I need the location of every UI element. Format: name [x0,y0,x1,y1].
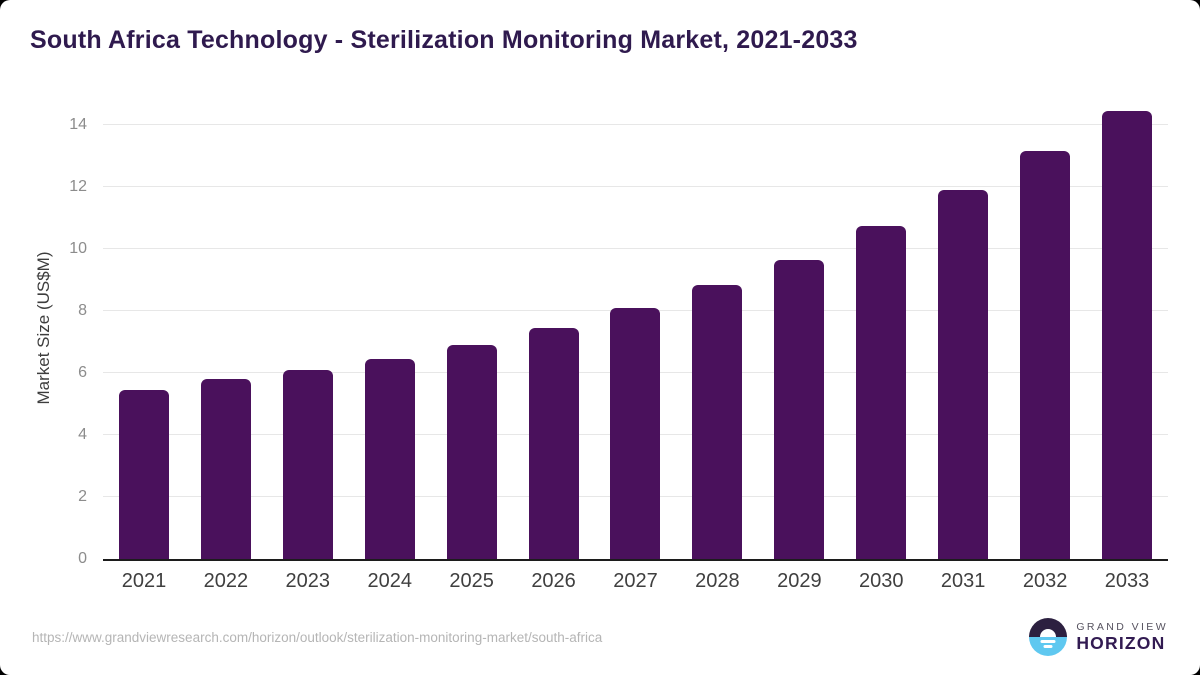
bar-slot [676,97,758,559]
y-tick-label: 14 [69,115,87,133]
bar-slot [1004,97,1086,559]
gridline [103,123,1168,125]
bar-slot [103,97,185,559]
x-tick-label-2028: 2028 [695,570,740,592]
bar-slot [922,97,1004,559]
bar-2026[interactable] [528,328,579,559]
x-tick-label-2029: 2029 [777,570,822,592]
bar-2033[interactable] [1102,110,1153,559]
x-tick-label-2023: 2023 [285,570,331,592]
x-tick-label-2031: 2031 [940,570,986,592]
y-tick-label: 8 [78,301,87,319]
bar-slot [1086,97,1168,559]
bar-2030[interactable] [856,225,907,559]
y-tick-label: 2 [78,488,87,505]
x-tick-label-2026: 2026 [531,570,576,592]
bar-slot [185,97,267,559]
y-tick-label: 10 [69,239,87,257]
y-tick-label: 0 [78,550,87,567]
bar-2023[interactable] [282,369,333,559]
bar-slot [513,97,595,559]
x-tick-label-2022: 2022 [203,570,249,592]
grand-view-horizon-logo[interactable]: GRAND VIEW HORIZON [1029,618,1168,656]
x-tick-label-2027: 2027 [613,570,658,592]
x-axis-labels: 2021 2022 2023 2024 2025 2026 2027 2028 2029 2030… [103,570,1168,593]
bar-slot [267,97,349,559]
source-url: https://www.grandviewresearch.com/horizo… [32,629,603,645]
sun-icon [1040,629,1057,637]
bar-slot [840,97,922,559]
bar-slot [431,97,513,559]
bar-slot [349,97,431,559]
x-tick-label-2032: 2032 [1022,570,1068,592]
bar-2028[interactable] [692,284,743,559]
bar-2027[interactable] [610,307,661,559]
chart-title: South Africa Technology - Sterilization … [30,26,858,54]
bar-2031[interactable] [938,190,989,559]
bar-2024[interactable] [364,359,415,559]
gridline [103,185,1168,187]
plot-area: 0 2 4 6 8 10 12 14 [69,97,1168,567]
reflection-stripe-icon [1043,645,1053,648]
bar-2032[interactable] [1020,151,1071,559]
bars-container [103,97,1168,559]
x-tick-label-2030: 2030 [859,570,904,592]
y-tick-label: 12 [69,177,87,195]
x-tick-label-2025: 2025 [449,570,494,592]
bar-2025[interactable] [446,345,497,559]
x-tick-label-2033: 2033 [1104,570,1150,592]
x-tick-label-2021: 2021 [121,570,167,592]
bar-2022[interactable] [200,379,251,559]
horizon-sunrise-icon [1029,618,1068,656]
logo-horizon-label: HORIZON [1076,632,1166,653]
bar-2029[interactable] [774,259,825,559]
y-tick-label: 4 [78,425,87,443]
reflection-stripe-icon [1040,640,1056,643]
footer: https://www.grandviewresearch.com/horizo… [32,614,1168,660]
gridline [103,247,1168,249]
bar-slot [758,97,840,559]
bar-2021[interactable] [118,390,169,559]
logo-text: GRAND VIEW HORIZON [1076,621,1168,653]
logo-grand-view-label: GRAND VIEW [1076,620,1168,633]
y-tick-label: 6 [78,363,87,381]
bar-slot [595,97,677,559]
x-tick-label-2024: 2024 [367,570,412,592]
